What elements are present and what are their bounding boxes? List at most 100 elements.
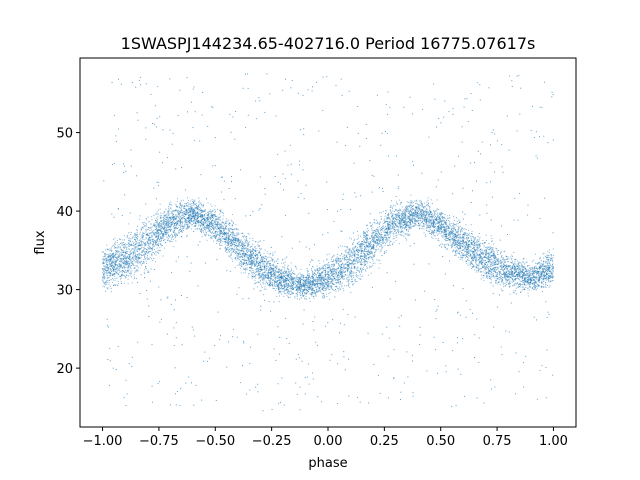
data-point [232,244,234,245]
data-point [185,228,187,230]
data-point [189,214,191,216]
data-point [442,237,444,239]
data-point [134,244,136,246]
data-point [484,271,486,273]
data-point [441,226,442,228]
data-point [360,243,362,245]
data-point [409,222,411,224]
data-point [318,286,320,288]
data-point [242,255,244,257]
data-point [126,250,128,252]
data-point [102,262,104,264]
data-point [327,284,329,286]
data-point [356,260,358,262]
data-point [326,278,328,280]
data-point [284,264,286,266]
data-point [522,283,524,285]
data-point [124,250,126,252]
data-point [491,282,492,284]
data-point [228,229,230,231]
data-point [133,250,135,252]
data-point [181,205,183,207]
data-point [344,250,346,252]
data-point [121,271,123,273]
data-point [303,295,305,296]
data-point [234,257,236,259]
data-point [339,255,341,257]
data-point [506,269,508,270]
data-point [474,256,475,258]
data-point [356,259,358,261]
data-point [157,244,159,246]
data-point [402,219,404,221]
data-point [110,253,112,255]
data-point [223,237,225,239]
data-point [306,279,308,281]
data-point [357,267,359,269]
data-point [255,258,257,260]
data-point [315,287,317,288]
data-point [352,255,354,257]
data-point [179,203,181,205]
data-point [269,280,271,282]
data-point [509,273,511,275]
data-point [283,295,285,297]
data-point [307,289,309,290]
data-point [248,256,250,258]
data-point [327,276,328,278]
data-point [350,260,352,261]
data-point [128,266,130,268]
data-point [128,244,130,246]
data-point [294,295,296,297]
data-point [467,241,469,243]
data-point [482,257,484,259]
data-point [341,286,343,288]
data-point [300,290,301,291]
data-point [123,262,125,263]
data-point [416,213,418,215]
data-point [279,291,281,293]
data-point [160,230,162,232]
data-point [128,263,130,265]
data-point [475,237,476,239]
data-point [142,236,144,238]
data-point [274,273,276,275]
data-point [147,256,148,258]
data-point [238,259,240,261]
data-point [490,255,492,257]
data-point [114,275,116,277]
data-point [297,273,299,275]
data-point [489,259,491,261]
data-point [175,214,177,216]
data-point [426,220,428,222]
data-point [460,229,462,231]
data-point [333,290,335,292]
data-point [221,231,223,233]
data-point [155,251,157,253]
data-point [373,232,374,234]
data-point [230,238,232,240]
data-point [526,269,528,271]
data-point [552,261,554,262]
data-point [449,230,451,232]
data-point [540,271,542,273]
data-point [475,262,477,264]
data-point [188,204,190,206]
data-point [206,222,208,224]
data-point [131,244,133,246]
data-point [176,206,178,208]
data-point [275,282,277,283]
data-point [259,247,260,249]
data-point [322,293,324,295]
data-point [332,283,334,285]
data-point [370,246,371,248]
data-point [305,277,307,279]
data-point [228,255,230,257]
data-point [150,241,152,243]
data-point [125,246,127,248]
data-point [433,229,435,231]
data-point [109,250,111,252]
data-point [116,284,118,286]
data-point [205,219,207,221]
data-point [284,274,286,276]
